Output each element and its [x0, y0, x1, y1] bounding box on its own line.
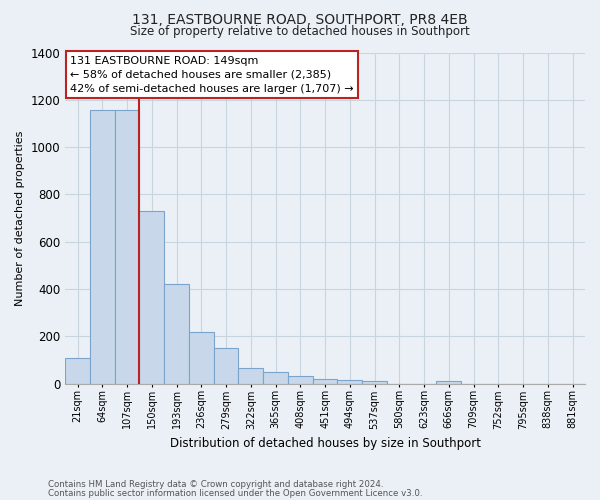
Bar — [362, 380, 387, 384]
Bar — [313, 379, 337, 384]
Bar — [139, 211, 164, 384]
Bar — [115, 110, 139, 384]
Bar — [164, 284, 189, 384]
Bar — [337, 380, 362, 384]
X-axis label: Distribution of detached houses by size in Southport: Distribution of detached houses by size … — [170, 437, 481, 450]
Text: Size of property relative to detached houses in Southport: Size of property relative to detached ho… — [130, 25, 470, 38]
Y-axis label: Number of detached properties: Number of detached properties — [15, 130, 25, 306]
Text: 131 EASTBOURNE ROAD: 149sqm
← 58% of detached houses are smaller (2,385)
42% of : 131 EASTBOURNE ROAD: 149sqm ← 58% of det… — [70, 56, 354, 94]
Bar — [90, 110, 115, 384]
Bar — [263, 372, 288, 384]
Bar — [214, 348, 238, 384]
Bar — [288, 376, 313, 384]
Bar — [436, 381, 461, 384]
Text: 131, EASTBOURNE ROAD, SOUTHPORT, PR8 4EB: 131, EASTBOURNE ROAD, SOUTHPORT, PR8 4EB — [132, 12, 468, 26]
Text: Contains HM Land Registry data © Crown copyright and database right 2024.: Contains HM Land Registry data © Crown c… — [48, 480, 383, 489]
Bar — [238, 368, 263, 384]
Bar — [65, 358, 90, 384]
Bar — [189, 332, 214, 384]
Text: Contains public sector information licensed under the Open Government Licence v3: Contains public sector information licen… — [48, 488, 422, 498]
